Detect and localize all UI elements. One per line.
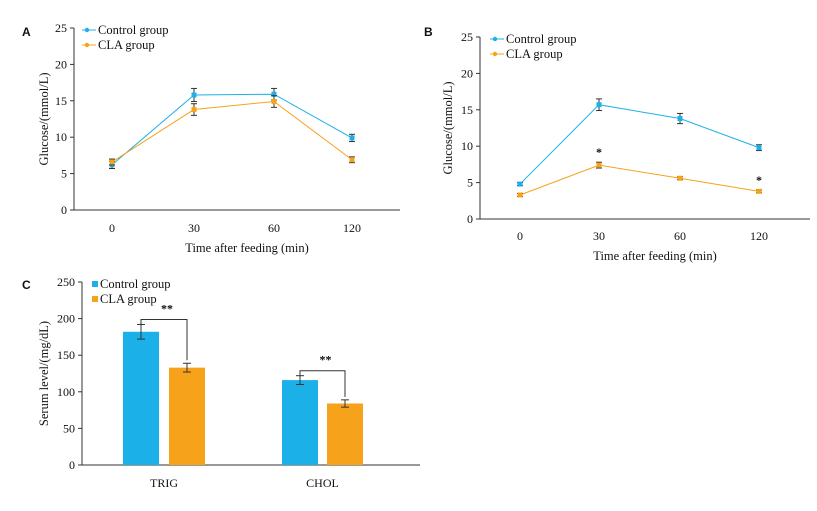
y-tick-label: 25 [55,21,67,35]
x-tick-label: 60 [674,229,686,243]
y-tick-label: 0 [69,458,75,472]
legend-entry: Control group [100,277,170,291]
legend-entry: Control group [506,32,576,46]
y-tick-label: 200 [57,312,75,326]
x-tick-label: 0 [517,229,523,243]
panel-letter: A [22,25,31,39]
legend-entry: CLA group [100,292,157,306]
data-point [677,116,683,122]
data-point [677,175,683,181]
legend-entry: Control group [98,23,168,37]
panel-letter: C [22,278,31,292]
data-point [596,162,602,168]
data-point [349,157,355,163]
y-tick-label: 50 [63,421,75,435]
x-tick-label: 30 [593,229,605,243]
y-tick-label: 10 [461,139,473,153]
y-tick-label: 15 [461,103,473,117]
x-axis-title: Time after feeding (min) [185,241,308,255]
y-tick-label: 100 [57,385,75,399]
significance-bracket [299,370,346,397]
y-axis-title: Serum level/(mg/dL) [37,321,51,426]
x-tick-label: 120 [343,221,361,235]
x-axis-title: Time after feeding (min) [593,249,716,263]
y-tick-label: 5 [467,176,473,190]
series-line [519,164,760,196]
y-tick-label: 10 [55,130,67,144]
x-tick-label: 0 [109,221,115,235]
significance-bracket [140,318,188,361]
x-tick-label: 120 [750,229,768,243]
y-axis-title: Glucose/(mmol/L) [37,72,51,165]
legend-entry: CLA group [506,47,563,61]
y-tick-label: 5 [61,167,67,181]
data-point [756,188,762,194]
legend-swatch-marker [84,27,90,33]
series-line [111,93,353,166]
panel-b: B 0 5 10 15 20 25 Glucose/(mmol/L) Control group… [424,25,810,263]
data-point [756,145,762,151]
y-tick-label: 250 [57,275,75,289]
series-line [111,101,353,163]
panel-c: C 0 50 100 150 200 250 Serum level/(mg/dL) Contr… [22,275,420,490]
y-tick-label: 15 [55,94,67,108]
y-tick-label: 0 [61,203,67,217]
significance-marker: ** [161,301,173,315]
data-point [517,181,523,187]
series-line [519,104,760,185]
significance-marker: * [596,145,602,159]
y-tick-label: 0 [467,212,473,226]
x-tick-label: TRIG [150,476,178,490]
x-tick-label: 30 [188,221,200,235]
significance-marker: ** [320,353,332,367]
bar [282,380,318,465]
bar [123,331,159,465]
y-axis-title: Glucose/(mmol/L) [441,81,455,174]
y-tick-label: 25 [461,30,473,44]
legend-swatch [92,281,98,287]
y-tick-label: 150 [57,348,75,362]
data-point [349,135,355,141]
x-tick-label: 60 [268,221,280,235]
data-point [517,192,523,198]
data-point [109,159,115,165]
significance-marker: * [756,173,762,187]
data-point [596,102,602,108]
legend-swatch-marker [84,42,90,48]
data-point [191,92,197,98]
panel-letter: B [424,25,433,39]
data-point [271,99,277,105]
x-tick-label: CHOL [306,476,339,490]
data-point [271,91,277,97]
y-tick-label: 20 [461,66,473,80]
bar [327,403,363,465]
legend-swatch-marker [492,51,498,57]
bar [169,367,205,465]
legend-entry: CLA group [98,38,155,52]
legend-swatch-marker [492,36,498,42]
legend-swatch [92,296,98,302]
panel-a: A 0 5 10 15 20 25 Glucose/(mmol/L) Control group… [22,21,400,255]
y-tick-label: 20 [55,57,67,71]
data-point [191,107,197,113]
